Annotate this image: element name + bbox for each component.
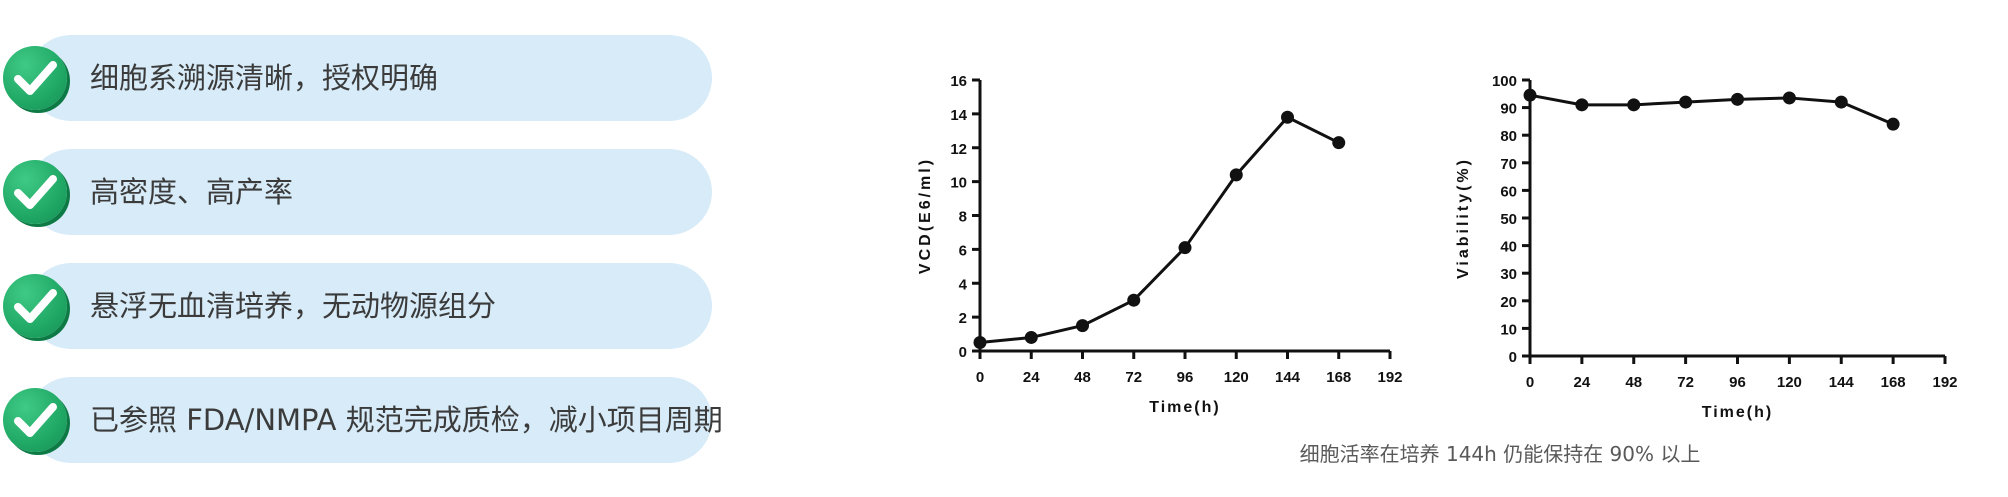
x-tick-label: 168 [1881, 374, 1906, 391]
x-tick-label: 24 [1023, 369, 1040, 386]
data-point [1229, 168, 1243, 182]
x-tick-label: 0 [1526, 374, 1534, 391]
y-tick-label: 70 [1500, 156, 1517, 173]
x-axis-label: Time(h) [1149, 399, 1220, 416]
feature-text: 高密度、高产率 [90, 175, 294, 209]
feature-text: 悬浮无血清培养，无动物源组分 [90, 289, 497, 323]
y-axis-label: VCD(E6/ml) [917, 157, 934, 274]
data-point [1523, 88, 1537, 102]
x-tick-label: 144 [1829, 374, 1855, 391]
x-tick-label: 48 [1074, 369, 1091, 386]
data-point [1178, 241, 1192, 255]
y-tick-label: 14 [950, 107, 967, 124]
y-tick-label: 2 [959, 310, 967, 327]
data-point [1834, 95, 1848, 109]
check-icon [3, 46, 67, 110]
y-tick-label: 100 [1492, 73, 1517, 90]
y-tick-label: 12 [950, 141, 967, 158]
y-tick-label: 50 [1500, 211, 1517, 228]
data-point [1127, 293, 1141, 307]
feature-text: 已参照 FDA/NMPA 规范完成质检，减小项目周期 [90, 403, 723, 437]
data-point [1076, 319, 1089, 333]
data-point [1024, 330, 1038, 344]
data-point [973, 336, 987, 350]
x-tick-label: 144 [1275, 369, 1301, 386]
data-point [1782, 91, 1796, 105]
y-tick-label: 6 [959, 242, 967, 259]
feature-list: 细胞系溯源清晰，授权明确 高密度、高产率 悬浮无血清培养，无动物源组分 已参照 … [0, 0, 723, 497]
data-point [1679, 95, 1693, 109]
data-point [1886, 117, 1900, 131]
x-axis-label: Time(h) [1702, 404, 1773, 421]
y-tick-label: 0 [1509, 349, 1517, 366]
feature-pill: 悬浮无血清培养，无动物源组分 [3, 263, 712, 349]
x-tick-label: 0 [976, 369, 984, 386]
series-line [979, 115, 1340, 345]
data-point [1332, 136, 1346, 150]
x-tick-label: 72 [1677, 374, 1694, 391]
y-tick-label: 40 [1500, 239, 1517, 256]
feature-pill: 高密度、高产率 [3, 149, 712, 235]
x-tick-label: 96 [1729, 374, 1746, 391]
y-tick-label: 16 [950, 73, 967, 90]
x-tick-label: 120 [1224, 369, 1249, 386]
data-point [1731, 92, 1744, 106]
x-tick-label: 192 [1932, 374, 1957, 391]
check-icon [3, 388, 67, 452]
x-tick-label: 120 [1777, 374, 1802, 391]
y-axis-label: Viability(%) [1455, 157, 1472, 279]
x-tick-label: 192 [1377, 369, 1402, 386]
y-tick-label: 8 [959, 209, 967, 226]
data-point [1281, 110, 1294, 124]
y-tick-label: 4 [959, 276, 968, 293]
vcd-chart: 0 2 4 6 8 10 12 14 16 0 24 48 72 96 120 144 168 192 Time(h… [900, 0, 1420, 430]
feature-pill: 已参照 FDA/NMPA 规范完成质检，减小项目周期 [3, 377, 723, 463]
viability-chart-svg: 0 10 20 30 40 50 60 70 80 90 100 0 24 48 72 96 120 144 168… [1455, 73, 1958, 421]
check-icon [3, 160, 67, 224]
y-tick-label: 10 [950, 175, 967, 192]
x-tick-label: 24 [1574, 374, 1591, 391]
y-tick-label: 80 [1500, 128, 1517, 145]
y-tick-label: 20 [1500, 294, 1517, 311]
y-tick-label: 10 [1500, 321, 1517, 338]
y-tick-label: 60 [1500, 183, 1517, 200]
y-tick-label: 30 [1500, 266, 1517, 283]
viability-chart: 0 10 20 30 40 50 60 70 80 90 100 0 24 48 72 96 120 144 168… [1440, 0, 1980, 430]
x-tick-label: 72 [1125, 369, 1142, 386]
x-tick-label: 168 [1326, 369, 1351, 386]
data-point [1627, 98, 1641, 112]
feature-text: 细胞系溯源清晰，授权明确 [90, 61, 439, 95]
chart-caption: 细胞活率在培养 144h 仍能保持在 90% 以上 [1299, 442, 1701, 466]
check-icon [3, 274, 67, 338]
data-point [1575, 98, 1589, 112]
series-line [1529, 93, 1894, 126]
feature-pill: 细胞系溯源清晰，授权明确 [3, 35, 712, 121]
y-tick-label: 0 [959, 344, 967, 361]
y-tick-label: 90 [1500, 101, 1517, 118]
x-tick-label: 96 [1177, 369, 1194, 386]
x-tick-label: 48 [1625, 374, 1642, 391]
